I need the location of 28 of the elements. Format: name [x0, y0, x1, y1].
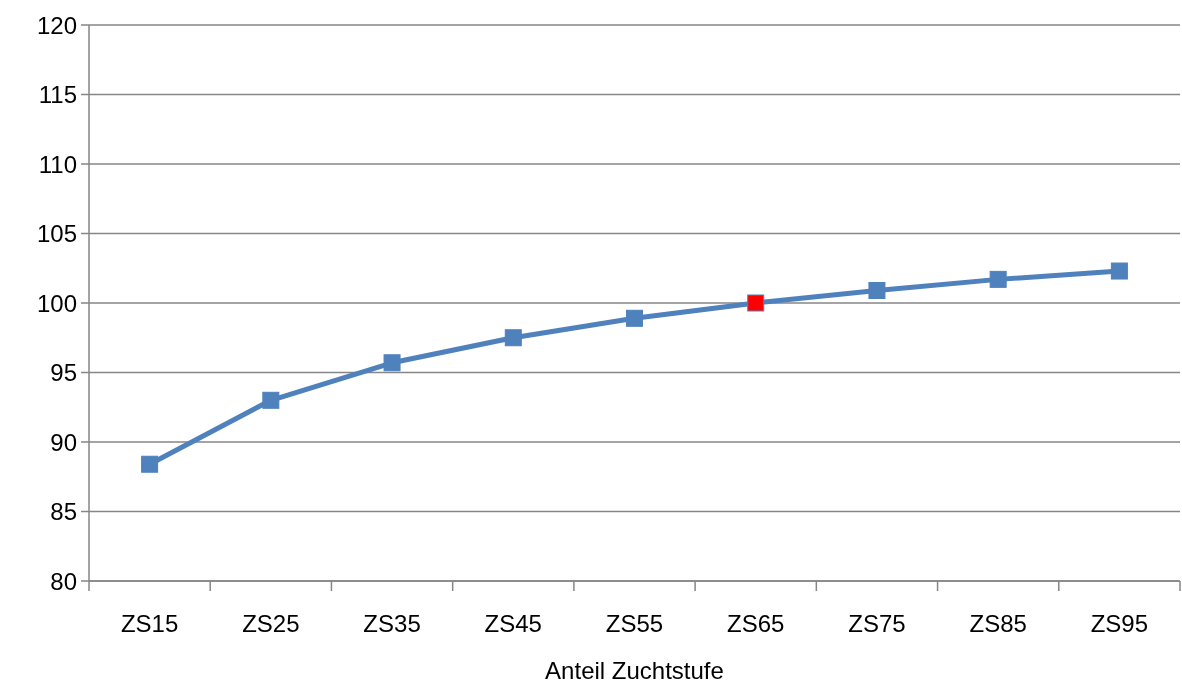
x-tick-label: ZS15	[120, 609, 179, 637]
y-tick-label: 95	[50, 359, 77, 386]
y-tick-label: 115	[38, 81, 77, 108]
point	[747, 294, 765, 312]
point	[262, 391, 280, 409]
x-tick-label: ZS75	[848, 609, 906, 637]
point	[626, 309, 643, 327]
x-tick-label: ZS55	[605, 609, 664, 637]
point	[868, 281, 886, 299]
point	[1110, 262, 1128, 280]
point	[989, 270, 1007, 288]
x-tick-label: ZS45	[484, 609, 542, 637]
y-tick-label: 80	[50, 567, 77, 595]
x-tick-label: ZS35	[363, 609, 421, 637]
y-tick-label: 105	[36, 220, 77, 247]
point	[383, 354, 401, 372]
x-axis-title: Anteil Zuchtstufe	[545, 656, 724, 684]
x-tick-label: ZS95	[1090, 609, 1149, 637]
y-tick-label: 110	[38, 150, 77, 178]
y-tick-label: 85	[50, 498, 77, 525]
x-tick-label: ZS85	[969, 609, 1027, 637]
y-tick-label: 120	[36, 11, 77, 39]
y-tick-label: 90	[50, 428, 77, 456]
x-tick-label: ZS65	[727, 609, 785, 637]
y-tick-label: 100	[36, 289, 77, 317]
point	[504, 329, 522, 347]
point	[141, 455, 159, 473]
x-tick-label: ZS25	[242, 609, 300, 637]
